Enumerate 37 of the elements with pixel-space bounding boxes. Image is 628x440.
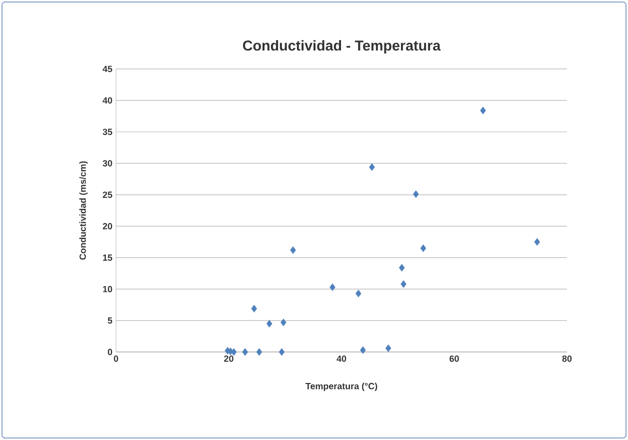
x-tick-label: 40 xyxy=(336,356,346,362)
point xyxy=(230,348,237,356)
x-tick-label: 80 xyxy=(562,356,572,362)
point xyxy=(413,190,419,198)
x-tick-label: 60 xyxy=(450,356,459,362)
point xyxy=(290,246,296,254)
point xyxy=(330,283,336,292)
point xyxy=(360,346,366,354)
point xyxy=(242,348,248,356)
y-tick-label: 30 xyxy=(102,160,112,166)
y-tick-label: 20 xyxy=(102,223,112,230)
y-tick-label: 5 xyxy=(108,317,112,324)
point xyxy=(398,264,405,272)
x-tick-label: 20 xyxy=(224,356,234,362)
chart-title: Conductividad - Temperatura xyxy=(242,40,441,54)
x-axis-title: Temperatura (°C) xyxy=(306,382,378,392)
y-tick-label: 40 xyxy=(102,97,112,104)
y-tick-label: 10 xyxy=(103,286,112,292)
point xyxy=(385,344,392,352)
point xyxy=(480,106,486,114)
point xyxy=(278,348,285,356)
point xyxy=(356,290,362,298)
point xyxy=(266,320,272,328)
y-tick-label: 0 xyxy=(108,348,112,356)
y-tick-label: 45 xyxy=(102,66,112,72)
y-tick-label: 25 xyxy=(102,192,112,198)
point xyxy=(534,238,540,246)
y-axis-title: Conductividad (ms/cm) xyxy=(79,161,88,260)
y-tick-label: 35 xyxy=(102,128,112,136)
x-tick-label: 0 xyxy=(114,356,118,362)
point xyxy=(251,304,258,312)
y-tick-label: 15 xyxy=(103,254,112,261)
point xyxy=(420,244,426,252)
point xyxy=(256,348,262,356)
point xyxy=(400,280,406,288)
point xyxy=(369,163,375,171)
point xyxy=(280,318,286,326)
